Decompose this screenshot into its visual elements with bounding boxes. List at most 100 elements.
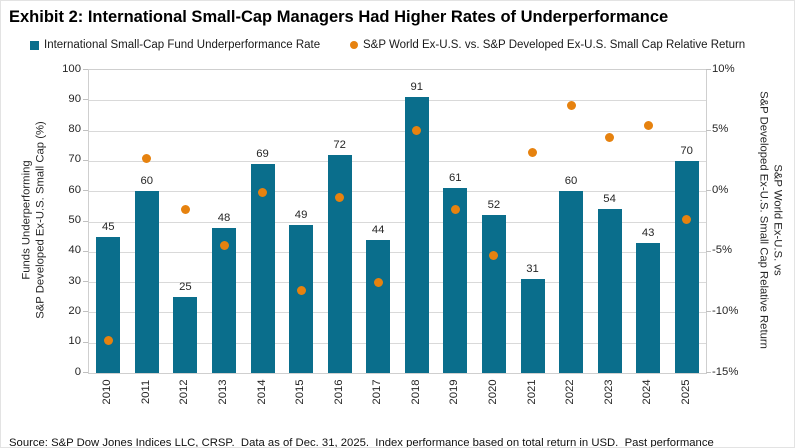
dot-2020 <box>489 250 499 260</box>
legend-label-bars: International Small-Cap Fund Underperfor… <box>44 39 321 51</box>
bar-2011 <box>134 191 159 373</box>
bar-2014 <box>250 163 275 373</box>
left-tick-mark-90 <box>83 99 88 101</box>
bar-value-label-2010: 45 <box>102 220 115 233</box>
right-tick-label--15%: -15% <box>712 365 739 378</box>
bar-value-label-2019: 61 <box>449 172 462 185</box>
right-tick-mark--10% <box>706 311 711 313</box>
bar-value-label-2016: 72 <box>333 138 346 151</box>
left-tick-label-60: 60 <box>68 183 81 196</box>
dot-2011 <box>142 154 152 163</box>
right-tick-mark--15% <box>706 372 711 373</box>
dot-series-legend-swatch-icon <box>350 41 358 49</box>
dot-2014 <box>258 187 267 197</box>
bar-2023 <box>597 209 622 373</box>
chart-title: Exhibit 2: International Small-Cap Manag… <box>9 8 669 26</box>
dot-2015 <box>296 286 306 296</box>
right-tick-mark-0% <box>706 190 711 192</box>
plot-area: 45 60 25 48 69 49 72 44 91 61 52 31 60 54 43 70 <box>88 69 707 374</box>
left-tick-label-70: 70 <box>68 153 81 166</box>
bar-value-label-2024: 43 <box>641 226 655 239</box>
left-tick-label-10: 10 <box>68 335 81 348</box>
left-tick-label-80: 80 <box>68 123 81 136</box>
bar-series-legend-swatch-icon <box>30 40 39 50</box>
left-tick-mark-40 <box>83 250 88 252</box>
right-tick-label-0%: 0% <box>712 183 729 196</box>
right-tick-label--10%: -10% <box>712 304 739 317</box>
dot-2025 <box>682 214 692 224</box>
right-tick-mark--5% <box>706 250 711 252</box>
bar-value-label-2020: 52 <box>487 199 501 212</box>
left-tick-mark-0 <box>83 372 88 373</box>
gridline-20 <box>89 312 706 314</box>
gridline-70 <box>89 160 706 162</box>
dot-2019 <box>450 204 460 214</box>
gridline-10 <box>89 342 706 344</box>
left-tick-label-30: 30 <box>68 274 81 287</box>
bar-2012 <box>173 297 198 374</box>
dot-2013 <box>219 241 229 251</box>
left-tick-mark-50 <box>83 220 88 222</box>
dot-2016 <box>335 192 345 202</box>
right-tick-label-5%: 5% <box>712 123 729 136</box>
right-tick-mark-10% <box>706 69 711 70</box>
right-tick-mark-5% <box>706 129 711 131</box>
bar-value-label-2022: 60 <box>564 175 578 188</box>
bar-value-label-2011: 60 <box>140 175 154 188</box>
bar-2015 <box>289 224 314 373</box>
dot-2018 <box>412 126 422 136</box>
bar-2018 <box>404 97 429 373</box>
left-tick-label-0: 0 <box>74 365 81 378</box>
source-note: Source: S&P Dow Jones Indices LLC, CRSP.… <box>9 406 793 448</box>
left-tick-label-100: 100 <box>62 62 81 75</box>
right-axis-title: S&P World Ex-U.S. vs S&P Developed Ex-U.… <box>758 91 784 349</box>
bar-2024 <box>636 242 661 373</box>
left-tick-mark-10 <box>83 341 88 343</box>
left-tick-mark-70 <box>83 159 88 161</box>
bar-2020 <box>481 215 506 373</box>
dot-2021 <box>528 147 537 157</box>
bar-value-label-2015: 49 <box>294 208 308 221</box>
left-tick-mark-30 <box>83 281 88 283</box>
bar-2025 <box>674 160 699 373</box>
gridline-80 <box>89 130 706 132</box>
bar-value-label-2025: 70 <box>680 144 693 157</box>
right-tick-label--5%: -5% <box>712 244 733 257</box>
gridline-60 <box>89 191 706 193</box>
left-tick-mark-80 <box>83 129 88 131</box>
source-line-1: Source: S&P Dow Jones Indices LLC, CRSP.… <box>9 436 714 448</box>
dot-2017 <box>373 277 383 287</box>
gridline-50 <box>89 221 706 223</box>
left-tick-label-20: 20 <box>68 304 81 317</box>
dot-2024 <box>643 121 653 131</box>
bar-2010 <box>96 236 121 373</box>
dot-2010 <box>103 335 113 345</box>
left-tick-label-40: 40 <box>68 244 81 257</box>
bar-2016 <box>327 154 352 373</box>
bar-value-label-2023: 54 <box>603 193 616 206</box>
bar-value-label-2021: 31 <box>526 263 539 276</box>
dot-2022 <box>566 100 576 110</box>
bar-2017 <box>366 239 391 373</box>
legend-label-dots: S&P World Ex-U.S. vs. S&P Developed Ex-U… <box>363 39 746 51</box>
left-axis-title: Funds Underperforming S&P Developed Ex-U… <box>20 121 47 319</box>
left-tick-mark-20 <box>83 311 88 313</box>
left-tick-label-50: 50 <box>68 214 81 226</box>
gridline-30 <box>89 282 706 284</box>
bar-2013 <box>212 227 236 373</box>
bar-2019 <box>443 188 468 373</box>
bar-value-label-2017: 44 <box>371 223 385 236</box>
bar-value-label-2014: 69 <box>256 147 269 160</box>
gridline-90 <box>89 100 706 102</box>
bar-value-label-2018: 91 <box>410 81 424 94</box>
left-tick-mark-60 <box>83 190 88 192</box>
right-tick-label-10%: 10% <box>712 62 735 75</box>
dot-2012 <box>180 204 190 214</box>
bar-2022 <box>559 191 583 373</box>
legend-item-bars: International Small-Cap Fund Underperfor… <box>30 37 320 53</box>
dot-2023 <box>605 133 615 143</box>
left-tick-mark-100 <box>83 69 88 70</box>
bar-value-label-2012: 25 <box>179 281 192 294</box>
bar-2021 <box>520 279 545 373</box>
